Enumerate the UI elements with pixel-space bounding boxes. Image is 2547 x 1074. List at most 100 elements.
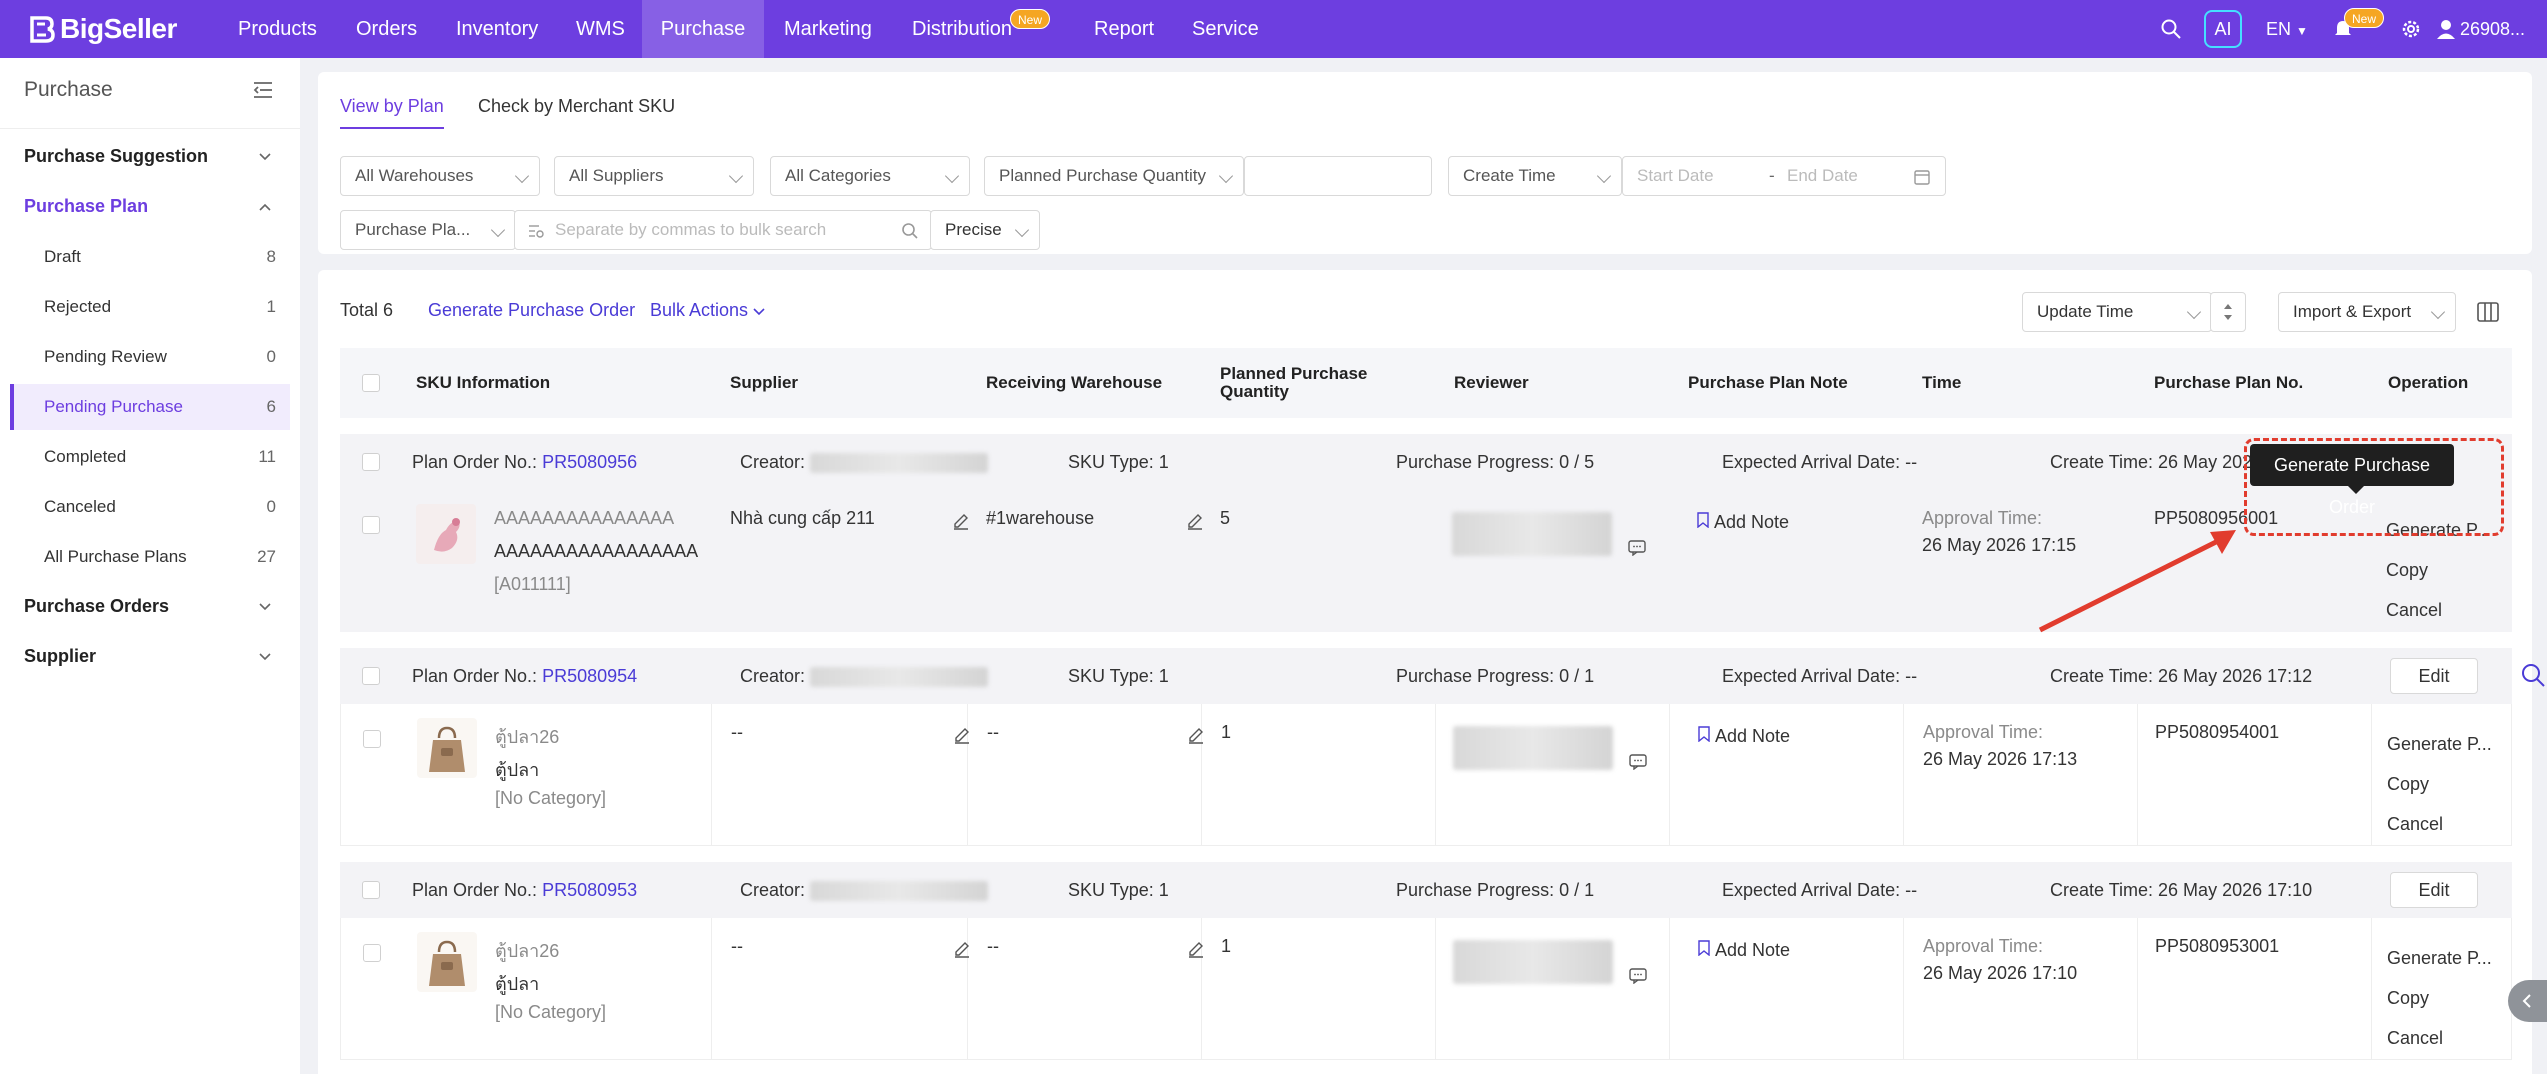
collapse-menu-icon[interactable] — [252, 80, 274, 100]
sidebar-item-draft[interactable]: Draft 8 — [10, 234, 290, 280]
plan-no-link[interactable]: PR5080953 — [542, 880, 638, 900]
copy-link[interactable]: Copy — [2386, 560, 2429, 580]
edit-button[interactable]: Edit — [2390, 872, 2478, 908]
nav-purchase[interactable]: Purchase — [642, 0, 764, 58]
add-note-label: Add Note — [1714, 512, 1790, 532]
nav-distribution[interactable]: Distribution — [912, 18, 1013, 40]
add-note-button[interactable]: Add Note — [1697, 940, 1790, 961]
message-icon[interactable] — [1628, 540, 1646, 556]
time-field-select[interactable]: Create Time — [1448, 156, 1622, 196]
user-account[interactable]: 26908... — [2460, 19, 2526, 39]
search-icon[interactable] — [2160, 18, 2182, 40]
edit-supplier-icon[interactable] — [953, 940, 971, 958]
sidebar-item-pending-purchase[interactable]: Pending Purchase 6 — [10, 384, 290, 430]
edit-supplier-icon[interactable] — [953, 726, 971, 744]
plan-field-select[interactable]: Purchase Pla... — [340, 210, 516, 250]
settings-icon[interactable] — [2400, 18, 2422, 40]
row-checkbox[interactable] — [362, 667, 380, 685]
nav-inventory[interactable]: Inventory — [456, 18, 539, 40]
sidebar-item-completed[interactable]: Completed 11 — [10, 434, 290, 480]
add-note-button[interactable]: Add Note — [1696, 512, 1789, 533]
search-input[interactable]: Separate by commas to bulk search — [514, 210, 932, 250]
plan-no-link[interactable]: PR5080954 — [542, 666, 638, 686]
tab-view-by-plan[interactable]: View by Plan — [340, 96, 444, 129]
nav-service[interactable]: Service — [1192, 18, 1259, 40]
sidebar-group-supplier[interactable]: Supplier — [24, 646, 97, 666]
nav-orders[interactable]: Orders — [356, 18, 418, 40]
plan-no-link[interactable]: PR5080956 — [542, 452, 638, 472]
message-icon[interactable] — [1629, 754, 1647, 770]
column-header-purchase-plan-note: Purchase Plan Note — [1688, 373, 1848, 393]
sidebar-item-all-purchase-plans[interactable]: All Purchase Plans 27 — [10, 534, 290, 580]
column-header-purchase-plan-no: Purchase Plan No. — [2154, 373, 2304, 393]
cancel-link[interactable]: Cancel — [2387, 814, 2444, 834]
chevron-down-icon: ▼ — [2296, 24, 2308, 38]
edit-supplier-icon[interactable] — [952, 512, 970, 530]
warehouse-select[interactable]: All Warehouses — [340, 156, 540, 196]
add-note-button[interactable]: Add Note — [1697, 726, 1790, 747]
nav-wms[interactable]: WMS — [576, 18, 625, 40]
bulk-actions-dropdown[interactable]: Bulk Actions — [650, 300, 765, 321]
edit-button[interactable]: Edit — [2390, 658, 2478, 694]
sidebar-item-pending-review[interactable]: Pending Review 0 — [10, 334, 290, 380]
chevron-down-icon — [753, 308, 765, 316]
chevron-down-icon[interactable] — [258, 150, 272, 164]
quantity-field-select[interactable]: Planned Purchase Quantity — [984, 156, 1244, 196]
search-icon[interactable] — [901, 222, 919, 240]
generate-purchase-order-button[interactable]: Generate Purchase Order — [428, 300, 636, 320]
generate-purchase-order-link[interactable]: Generate P... — [2387, 734, 2492, 754]
chevron-down-icon — [1218, 168, 1234, 184]
search-icon[interactable] — [2520, 662, 2546, 688]
end-date-input[interactable]: End Date — [1787, 166, 1858, 185]
edit-warehouse-icon[interactable] — [1186, 512, 1204, 530]
edit-warehouse-icon[interactable] — [1187, 940, 1205, 958]
chevron-down-icon[interactable] — [258, 650, 272, 664]
cancel-link[interactable]: Cancel — [2386, 600, 2443, 620]
chevron-up-icon[interactable] — [258, 200, 272, 214]
operation-links: Generate P... Copy Cancel — [2387, 724, 2492, 844]
row-checkbox[interactable] — [362, 453, 380, 471]
sort-field-select[interactable]: Update Time — [2022, 292, 2212, 332]
sidebar-item-rejected[interactable]: Rejected 1 — [10, 284, 290, 330]
columns-settings-icon[interactable] — [2476, 300, 2500, 324]
message-icon[interactable] — [1629, 968, 1647, 984]
chevron-left-icon — [2522, 994, 2531, 1008]
quantity-input[interactable] — [1244, 156, 1432, 196]
copy-link[interactable]: Copy — [2387, 774, 2430, 794]
category-select[interactable]: All Categories — [770, 156, 970, 196]
nav-report[interactable]: Report — [1094, 18, 1155, 40]
ai-button[interactable]: AI — [2204, 10, 2242, 48]
sku-checkbox[interactable] — [363, 944, 381, 962]
supplier-select[interactable]: All Suppliers — [554, 156, 754, 196]
sort-order-toggle[interactable] — [2210, 292, 2246, 332]
sidebar-group-purchase-orders[interactable]: Purchase Orders — [24, 596, 170, 616]
cancel-link[interactable]: Cancel — [2387, 1028, 2444, 1048]
creator-redacted — [810, 453, 989, 474]
edit-warehouse-icon[interactable] — [1187, 726, 1205, 744]
plan-list: Total 6 Generate Purchase Order Bulk Act… — [318, 270, 2532, 1074]
tab-check-by-merchant-sku[interactable]: Check by Merchant SKU — [478, 96, 676, 116]
sku-checkbox[interactable] — [362, 516, 380, 534]
divider — [711, 704, 712, 845]
sku-title: ตู้ปลา — [495, 974, 540, 994]
nav-products[interactable]: Products — [238, 18, 317, 40]
start-date-input[interactable]: Start Date — [1637, 166, 1714, 185]
language-selector[interactable]: EN ▼ — [2266, 0, 2308, 58]
sidebar-group-purchase-plan[interactable]: Purchase Plan — [24, 196, 149, 216]
user-icon[interactable] — [2436, 18, 2456, 40]
copy-link[interactable]: Copy — [2387, 988, 2430, 1008]
import-export-dropdown[interactable]: Import & Export — [2278, 292, 2456, 332]
sku-checkbox[interactable] — [363, 730, 381, 748]
sidebar-item-canceled[interactable]: Canceled 0 — [10, 484, 290, 530]
match-mode-select[interactable]: Precise — [930, 210, 1040, 250]
collapse-panel-button[interactable] — [2508, 980, 2547, 1022]
bigseller-logo[interactable]: BigSeller — [26, 10, 177, 48]
select-all-checkbox[interactable] — [362, 374, 380, 392]
generate-purchase-order-link[interactable]: Generate P... — [2387, 948, 2492, 968]
row-checkbox[interactable] — [362, 881, 380, 899]
date-range-picker[interactable]: Start Date - End Date — [1622, 156, 1946, 196]
chevron-down-icon[interactable] — [258, 600, 272, 614]
nav-marketing[interactable]: Marketing — [784, 18, 872, 40]
sidebar-group-purchase-suggestion[interactable]: Purchase Suggestion — [24, 146, 209, 166]
add-note-label: Add Note — [1715, 940, 1791, 960]
